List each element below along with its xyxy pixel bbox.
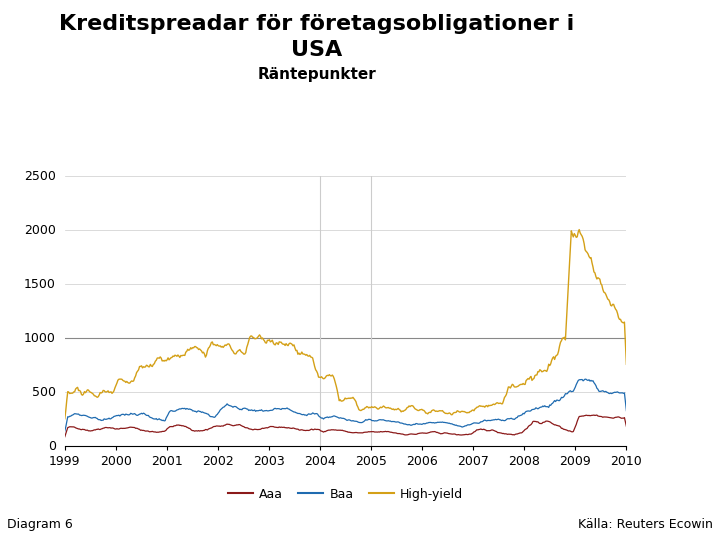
Aaa xyxy=(549,421,557,427)
Text: SVERIGES
RIKSBANK: SVERIGES RIKSBANK xyxy=(642,68,679,79)
High-yield xyxy=(549,355,557,361)
Baa xyxy=(318,415,326,421)
Text: Räntepunkter: Räntepunkter xyxy=(258,68,376,83)
Line: Baa: Baa xyxy=(65,379,626,431)
Baa xyxy=(622,407,631,414)
Line: Aaa: Aaa xyxy=(65,415,626,437)
Baa xyxy=(276,406,284,413)
Text: Kreditspreadar för företagsobligationer i: Kreditspreadar för företagsobligationer … xyxy=(59,14,575,33)
Aaa xyxy=(60,434,69,440)
High-yield xyxy=(575,226,583,233)
Baa xyxy=(461,423,469,429)
Legend: Aaa, Baa, High-yield: Aaa, Baa, High-yield xyxy=(223,483,468,506)
High-yield xyxy=(60,415,69,422)
High-yield xyxy=(276,339,284,346)
High-yield xyxy=(322,373,330,379)
High-yield xyxy=(461,409,469,415)
Text: Källa: Reuters Ecowin: Källa: Reuters Ecowin xyxy=(578,518,713,531)
Baa xyxy=(549,400,557,407)
Aaa xyxy=(461,431,469,438)
Aaa xyxy=(322,428,330,434)
Line: High-yield: High-yield xyxy=(65,230,626,418)
Baa xyxy=(581,376,590,382)
Aaa xyxy=(318,428,326,434)
Aaa xyxy=(593,412,601,418)
Aaa xyxy=(276,424,284,431)
High-yield xyxy=(622,361,631,368)
High-yield xyxy=(339,397,348,404)
Aaa xyxy=(622,423,631,430)
Baa xyxy=(339,415,348,422)
Baa xyxy=(60,428,69,434)
Text: USA: USA xyxy=(291,40,343,60)
High-yield xyxy=(318,374,326,380)
Aaa xyxy=(339,428,348,434)
Text: Diagram 6: Diagram 6 xyxy=(7,518,73,531)
Baa xyxy=(322,414,330,421)
